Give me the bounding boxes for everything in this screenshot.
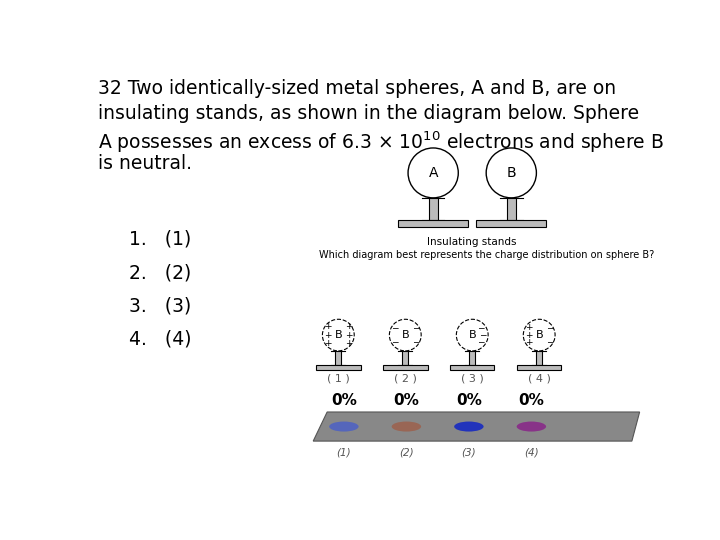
- Text: B: B: [506, 166, 516, 180]
- Ellipse shape: [323, 319, 354, 351]
- Text: 1.   (1): 1. (1): [129, 230, 192, 249]
- FancyBboxPatch shape: [507, 198, 516, 220]
- FancyBboxPatch shape: [469, 351, 475, 365]
- Text: ( 2 ): ( 2 ): [394, 373, 417, 383]
- Text: Which diagram best represents the charge distribution on sphere B?: Which diagram best represents the charge…: [319, 250, 654, 260]
- Text: 4.   (4): 4. (4): [129, 330, 192, 349]
- Text: 3.   (3): 3. (3): [129, 296, 192, 315]
- Text: is neutral.: is neutral.: [99, 154, 192, 173]
- Text: +: +: [345, 330, 352, 340]
- Text: −: −: [391, 338, 399, 347]
- Ellipse shape: [329, 422, 359, 431]
- Text: 2.   (2): 2. (2): [129, 263, 192, 282]
- FancyBboxPatch shape: [316, 365, 361, 369]
- Text: B: B: [536, 330, 543, 340]
- Text: 32 Two identically-sized metal spheres, A and B, are on: 32 Two identically-sized metal spheres, …: [99, 79, 616, 98]
- Text: B: B: [335, 330, 342, 340]
- FancyBboxPatch shape: [428, 198, 438, 220]
- Text: +: +: [324, 330, 332, 340]
- Text: (1): (1): [336, 447, 351, 457]
- FancyBboxPatch shape: [336, 351, 341, 365]
- Text: −: −: [391, 323, 399, 333]
- Text: +: +: [525, 330, 533, 340]
- Ellipse shape: [390, 319, 421, 351]
- Text: +: +: [525, 323, 533, 333]
- Ellipse shape: [486, 148, 536, 198]
- Ellipse shape: [454, 422, 484, 431]
- Text: A: A: [428, 166, 438, 180]
- Text: B: B: [402, 330, 409, 340]
- Text: −: −: [477, 338, 485, 347]
- Text: +: +: [345, 322, 352, 331]
- Text: +: +: [345, 339, 352, 348]
- Text: −: −: [412, 323, 419, 333]
- Ellipse shape: [456, 319, 488, 351]
- Text: B: B: [469, 330, 476, 340]
- Text: A possesses an excess of 6.3 × 10$^{10}$ electrons and sphere B: A possesses an excess of 6.3 × 10$^{10}$…: [99, 129, 665, 155]
- Ellipse shape: [523, 319, 555, 351]
- Text: +: +: [324, 339, 332, 348]
- Text: ( 1 ): ( 1 ): [327, 373, 350, 383]
- Ellipse shape: [392, 422, 421, 431]
- Text: 0%: 0%: [393, 393, 419, 408]
- Text: 0%: 0%: [456, 393, 482, 408]
- FancyBboxPatch shape: [398, 220, 468, 227]
- Text: (3): (3): [462, 447, 476, 457]
- Text: −: −: [477, 323, 485, 333]
- FancyBboxPatch shape: [476, 220, 546, 227]
- Polygon shape: [313, 412, 639, 441]
- Text: 0%: 0%: [518, 393, 544, 408]
- Ellipse shape: [517, 422, 546, 431]
- Text: −: −: [546, 338, 553, 347]
- FancyBboxPatch shape: [402, 351, 408, 365]
- Text: −: −: [546, 323, 553, 333]
- Text: ( 3 ): ( 3 ): [461, 373, 484, 383]
- Text: +: +: [324, 322, 332, 331]
- Text: (4): (4): [524, 447, 539, 457]
- Text: +: +: [525, 338, 533, 347]
- FancyBboxPatch shape: [517, 365, 562, 369]
- Text: insulating stands, as shown in the diagram below. Sphere: insulating stands, as shown in the diagr…: [99, 104, 639, 123]
- Text: ( 4 ): ( 4 ): [528, 373, 551, 383]
- Text: Insulating stands: Insulating stands: [428, 237, 517, 247]
- FancyBboxPatch shape: [536, 351, 542, 365]
- Ellipse shape: [408, 148, 459, 198]
- FancyBboxPatch shape: [450, 365, 495, 369]
- Text: −: −: [412, 338, 419, 347]
- FancyBboxPatch shape: [383, 365, 428, 369]
- Text: (2): (2): [399, 447, 414, 457]
- Text: 0%: 0%: [331, 393, 357, 408]
- Text: −: −: [479, 330, 486, 340]
